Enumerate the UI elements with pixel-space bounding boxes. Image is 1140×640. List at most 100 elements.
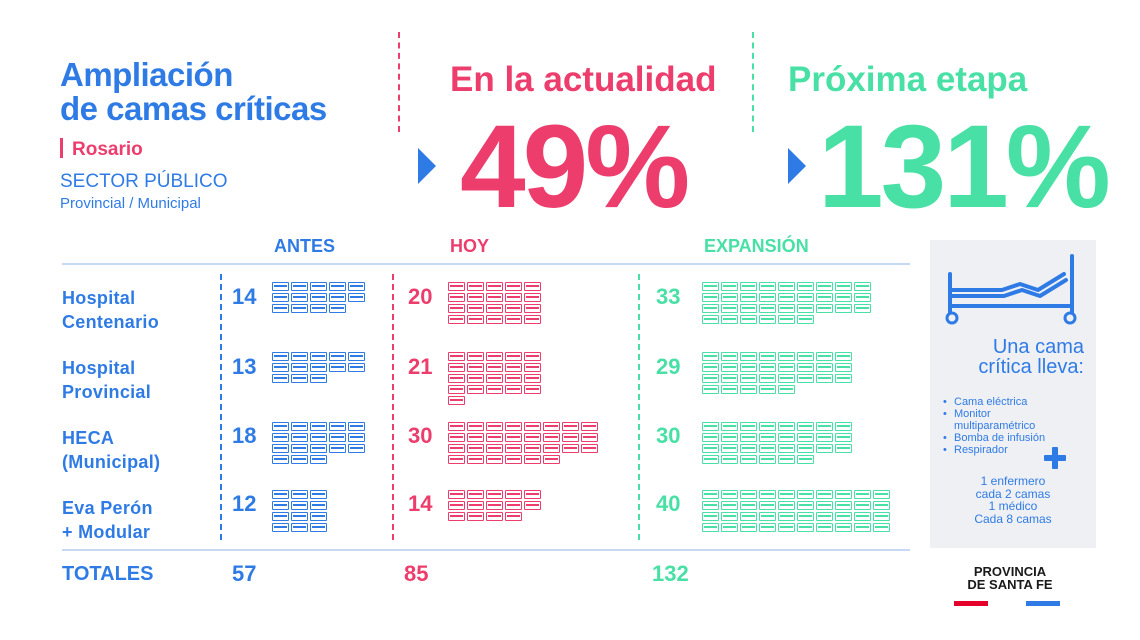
bed-icon — [702, 523, 719, 532]
row-label-heca: HECA (Municipal) — [62, 426, 160, 474]
bed-icon — [873, 501, 890, 510]
bed-icon — [524, 455, 541, 464]
panel-title-line-2: crítica lleva: — [978, 356, 1084, 378]
bed-icon — [291, 512, 308, 521]
bed-icon — [291, 444, 308, 453]
city-label: Rosario — [60, 138, 143, 161]
bed-icon — [524, 352, 541, 361]
bed-icon — [721, 501, 738, 510]
bed-icon — [467, 444, 484, 453]
bed-icon — [310, 352, 327, 361]
bed-icon — [310, 444, 327, 453]
bed-icon — [721, 455, 738, 464]
bed-icon — [702, 352, 719, 361]
page-title: Ampliación de camas críticas — [60, 58, 390, 126]
bed-icon — [348, 363, 365, 372]
bed-icon — [505, 282, 522, 291]
bed-icon — [721, 304, 738, 313]
bed-icon — [581, 444, 598, 453]
bed-icon — [562, 433, 579, 442]
bed-icon — [835, 282, 852, 291]
bed-icon — [721, 374, 738, 383]
bed-icon — [835, 523, 852, 532]
bed-icon — [816, 422, 833, 431]
bed-grid — [702, 490, 892, 534]
bed-icon — [329, 304, 346, 313]
bed-icon — [778, 315, 795, 324]
bed-icon — [873, 512, 890, 521]
bed-icon — [329, 422, 346, 431]
city-text: Rosario — [72, 139, 143, 160]
header-divider-2 — [752, 32, 754, 132]
bed-icon — [448, 444, 465, 453]
bed-icon — [291, 282, 308, 291]
panel-title-line-1: Una cama — [992, 336, 1084, 358]
column-divider-hoy — [392, 274, 394, 540]
bed-icon — [797, 293, 814, 302]
bed-icon — [759, 422, 776, 431]
bed-icon — [272, 490, 289, 499]
bed-icon — [740, 523, 757, 532]
bed-icon — [524, 293, 541, 302]
bed-icon — [581, 422, 598, 431]
bed-icon — [854, 512, 871, 521]
bed-icon — [448, 490, 465, 499]
bed-icon — [448, 422, 465, 431]
bed-icon — [740, 363, 757, 372]
bed-icon — [740, 512, 757, 521]
arrow-right-icon — [788, 148, 806, 184]
bed-icon — [310, 422, 327, 431]
bed-icon — [721, 385, 738, 394]
staff-line: Cada 8 camas — [974, 511, 1052, 526]
bed-icon — [310, 455, 327, 464]
bed-icon — [702, 455, 719, 464]
logo-line-1: PROVINCIA — [973, 564, 1047, 579]
bed-icon — [486, 512, 503, 521]
bed-icon — [467, 385, 484, 394]
bed-icon — [505, 293, 522, 302]
bed-grid — [448, 352, 543, 407]
bed-icon — [524, 304, 541, 313]
logo-red-stripe — [954, 601, 988, 606]
bed-grid — [448, 422, 600, 466]
bed-icon — [816, 523, 833, 532]
bed-icon — [348, 433, 365, 442]
bed-icon — [272, 422, 289, 431]
bed-icon — [272, 304, 289, 313]
bed-icon — [816, 352, 833, 361]
staff-line: cada 2 camas — [975, 486, 1051, 501]
bed-icon — [854, 501, 871, 510]
bed-icon — [721, 433, 738, 442]
bed-icon — [721, 282, 738, 291]
row-label-line-1: Hospital — [62, 288, 136, 308]
bed-icon — [835, 293, 852, 302]
bed-icon — [486, 363, 503, 372]
row-label-eva-peron: Eva Perón + Modular — [62, 496, 153, 544]
bed-icon — [448, 352, 465, 361]
bed-icon — [291, 433, 308, 442]
bed-icon — [524, 501, 541, 510]
bed-icon — [486, 501, 503, 510]
row-value-antes: 14 — [232, 284, 257, 309]
bed-icon — [291, 455, 308, 464]
bed-icon — [721, 293, 738, 302]
bed-icon — [329, 293, 346, 302]
bed-icon — [835, 304, 852, 313]
bed-icon — [467, 282, 484, 291]
bed-icon — [505, 374, 522, 383]
bed-icon — [835, 444, 852, 453]
column-header-expansion: EXPANSIÓN — [704, 236, 809, 256]
bed-icon — [702, 444, 719, 453]
bed-icon — [740, 422, 757, 431]
bed-icon — [291, 374, 308, 383]
bed-icon — [945, 254, 1077, 325]
bed-icon — [702, 422, 719, 431]
row-label-line-2: + Modular — [62, 522, 151, 542]
bed-icon — [448, 396, 465, 405]
bed-icon — [835, 433, 852, 442]
staff-line: 1 médico — [988, 499, 1038, 513]
table-bottom-line — [62, 549, 910, 551]
bed-icon — [272, 363, 289, 372]
bed-icon — [835, 422, 852, 431]
bed-grid — [272, 490, 329, 534]
